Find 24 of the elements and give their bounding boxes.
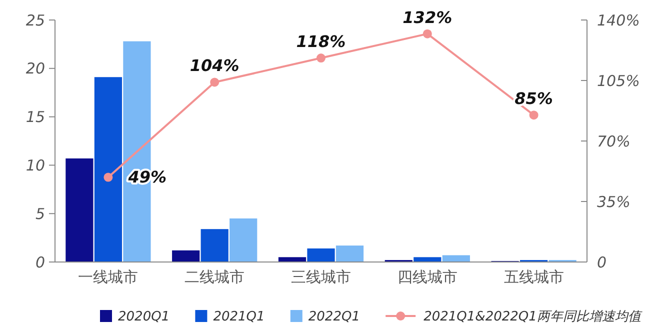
y-tick-label: 15 xyxy=(26,108,45,126)
y2-tick-label: 35% xyxy=(597,192,630,211)
legend-label: 2021Q1 xyxy=(213,310,265,325)
x-tick-label: 三线城市 xyxy=(291,268,351,286)
y-tick-label: 25 xyxy=(26,11,45,30)
x-tick-label: 二线城市 xyxy=(184,268,245,286)
y2-tick-label: 0 xyxy=(597,253,607,272)
legend-label: 2021Q1&2022Q1两年同比增速均值 xyxy=(424,310,643,325)
y2-tick-label: 140% xyxy=(597,11,640,30)
data-label: 104% xyxy=(190,56,240,76)
y-tick-label: 10 xyxy=(26,156,45,174)
y-tick-label: 5 xyxy=(35,204,45,223)
legend-label: 2020Q1 xyxy=(118,310,170,325)
x-tick-label: 五线城市 xyxy=(504,268,564,286)
legend-label: 2022Q1 xyxy=(308,310,360,325)
y-tick-label: 20 xyxy=(26,60,45,78)
x-tick-label: 一线城市 xyxy=(78,268,138,286)
x-tick-label: 四线城市 xyxy=(397,268,458,286)
data-label: 85% xyxy=(514,89,553,108)
y2-tick-label: 70% xyxy=(597,132,630,150)
y-tick-label: 0 xyxy=(35,253,45,272)
y2-tick-label: 105% xyxy=(597,72,640,90)
data-label: 118% xyxy=(296,32,346,52)
data-label: 132% xyxy=(402,8,452,27)
